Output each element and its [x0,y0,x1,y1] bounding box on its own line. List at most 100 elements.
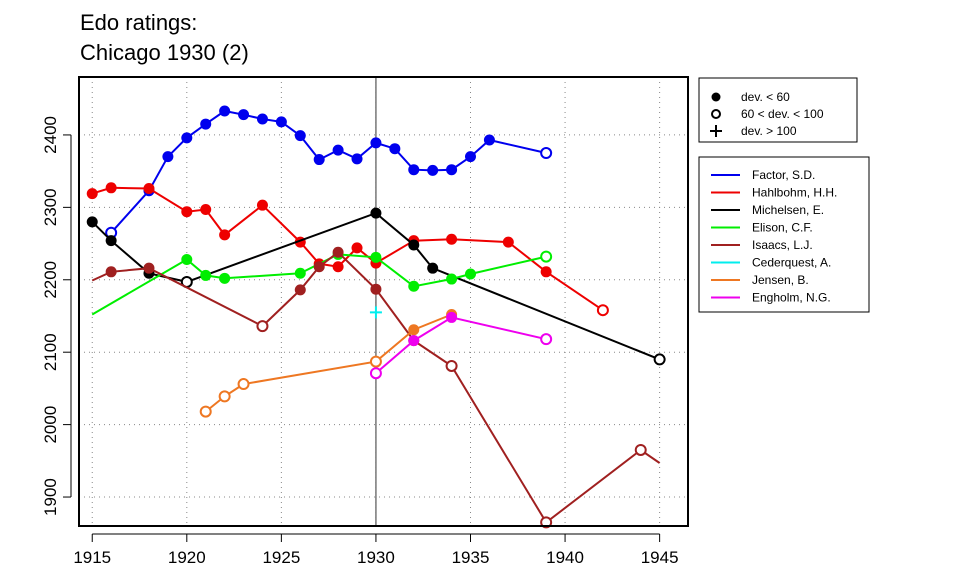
series-legend-label: Engholm, N.G. [752,291,831,305]
series-line [91,186,604,312]
data-point [408,280,420,292]
series-legend: Factor, S.D. Hahlbohm, H.H. Michelsen, E. E… [698,156,870,313]
data-point [256,113,268,125]
data-point [181,132,193,144]
data-point [86,216,98,228]
data-point [465,268,476,280]
data-point [294,267,306,279]
x-tick-label: 1920 [168,548,206,567]
y-tick-label: 1900 [41,478,60,516]
series-layer [86,105,666,529]
data-point [408,324,420,336]
x-tick-label: 1915 [73,548,111,567]
data-point [540,147,553,160]
x-tick-label: 1940 [546,548,584,567]
data-point [446,273,458,285]
series-legend-label: Michelsen, E. [752,203,824,217]
series-3 [91,248,553,316]
y-tick-label: 2000 [41,406,60,444]
series-0 [105,105,553,239]
series-4 [91,246,661,529]
series-legend-label: Isaacs, L.J. [752,238,813,252]
data-point [369,355,382,368]
data-point [540,250,553,263]
y-tick-label: 2100 [41,333,60,371]
data-point [540,333,553,346]
data-point [351,242,363,254]
x-axis: 1915 1920 1925 1930 1935 1940 1945 [73,533,679,567]
data-point [218,390,231,403]
series-line [110,109,547,234]
data-point [370,137,382,149]
y-tick-label: 2400 [41,116,60,154]
plot-frame [78,76,689,527]
data-point [200,269,212,281]
legend-filled-circle [711,92,721,102]
data-point [408,164,420,176]
data-point [540,516,553,529]
data-point [238,109,250,121]
data-point [313,261,325,273]
data-point [275,116,287,128]
data-point [313,154,325,166]
marker-legend-label: dev. > 100 [741,124,797,138]
data-point [105,266,117,278]
series-legend-label: Elison, C.F. [752,221,813,235]
data-point [162,151,174,163]
marker-legend-label: dev. < 60 [741,90,790,104]
data-point [181,206,193,218]
data-point [465,151,476,163]
chart-title: Edo ratings: [80,10,198,35]
y-axis: 1900 2000 2100 2200 2300 2400 [41,116,72,516]
data-point [332,246,344,258]
data-point [427,164,439,176]
data-point [237,378,250,391]
series-legend-label: Hahlbohm, H.H. [752,186,837,200]
series-2 [86,207,666,366]
data-point [408,335,420,347]
x-tick-label: 1945 [641,548,679,567]
data-point [446,164,458,176]
data-point [105,182,117,194]
marker-legend-box [698,77,858,143]
y-tick-label: 2300 [41,188,60,226]
data-point [370,207,382,219]
data-point [219,105,231,117]
marker-legend: dev. < 60 60 < dev. < 100 dev. > 100 [698,77,858,143]
data-point [219,272,231,284]
data-point [105,235,117,247]
data-point [446,311,458,323]
data-point [389,143,401,155]
data-point [294,130,306,142]
data-point [200,204,212,216]
series-6 [199,309,458,418]
data-point [596,304,609,317]
series-7 [369,311,553,380]
data-point [370,251,382,263]
data-point [256,320,269,333]
data-point [219,229,231,241]
data-point [256,199,268,211]
legend-open-circle [711,109,721,119]
data-point [351,153,363,165]
data-point [200,118,212,130]
data-point [143,183,155,195]
series-1 [86,182,609,317]
data-point [540,266,552,278]
data-point [446,233,458,245]
series-legend-label: Jensen, B. [752,273,809,287]
data-point [181,253,193,265]
data-point [427,262,439,274]
data-point [634,443,647,456]
data-point [332,144,344,156]
data-point [408,239,420,251]
marker-legend-label: 60 < dev. < 100 [741,107,824,121]
data-point [294,284,306,296]
data-point [332,261,344,273]
series-legend-box [698,156,870,313]
y-tick-label: 2200 [41,261,60,299]
x-tick-label: 1930 [357,548,395,567]
x-tick-label: 1935 [452,548,490,567]
data-point [445,359,458,372]
